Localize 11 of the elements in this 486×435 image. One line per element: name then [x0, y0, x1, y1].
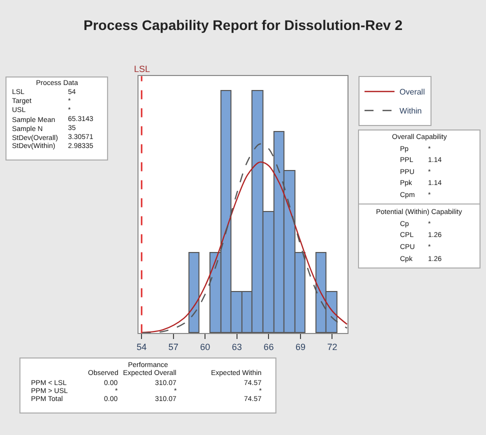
ref-line-label: LSL: [134, 64, 150, 74]
x-tick-label: 69: [295, 342, 306, 352]
x-tick-label: 72: [327, 342, 338, 352]
x-tick-label: 54: [136, 342, 147, 352]
x-tick-label: 60: [200, 342, 210, 352]
x-tick-label: 57: [168, 342, 178, 352]
chart-title: Process Capability Report for Dissolution-Rev 2: [84, 16, 403, 33]
legend-label: Overall: [400, 88, 426, 97]
x-tick-label: 63: [232, 342, 242, 352]
x-tick-label: 66: [264, 342, 274, 352]
legend-label: Within: [400, 106, 422, 116]
